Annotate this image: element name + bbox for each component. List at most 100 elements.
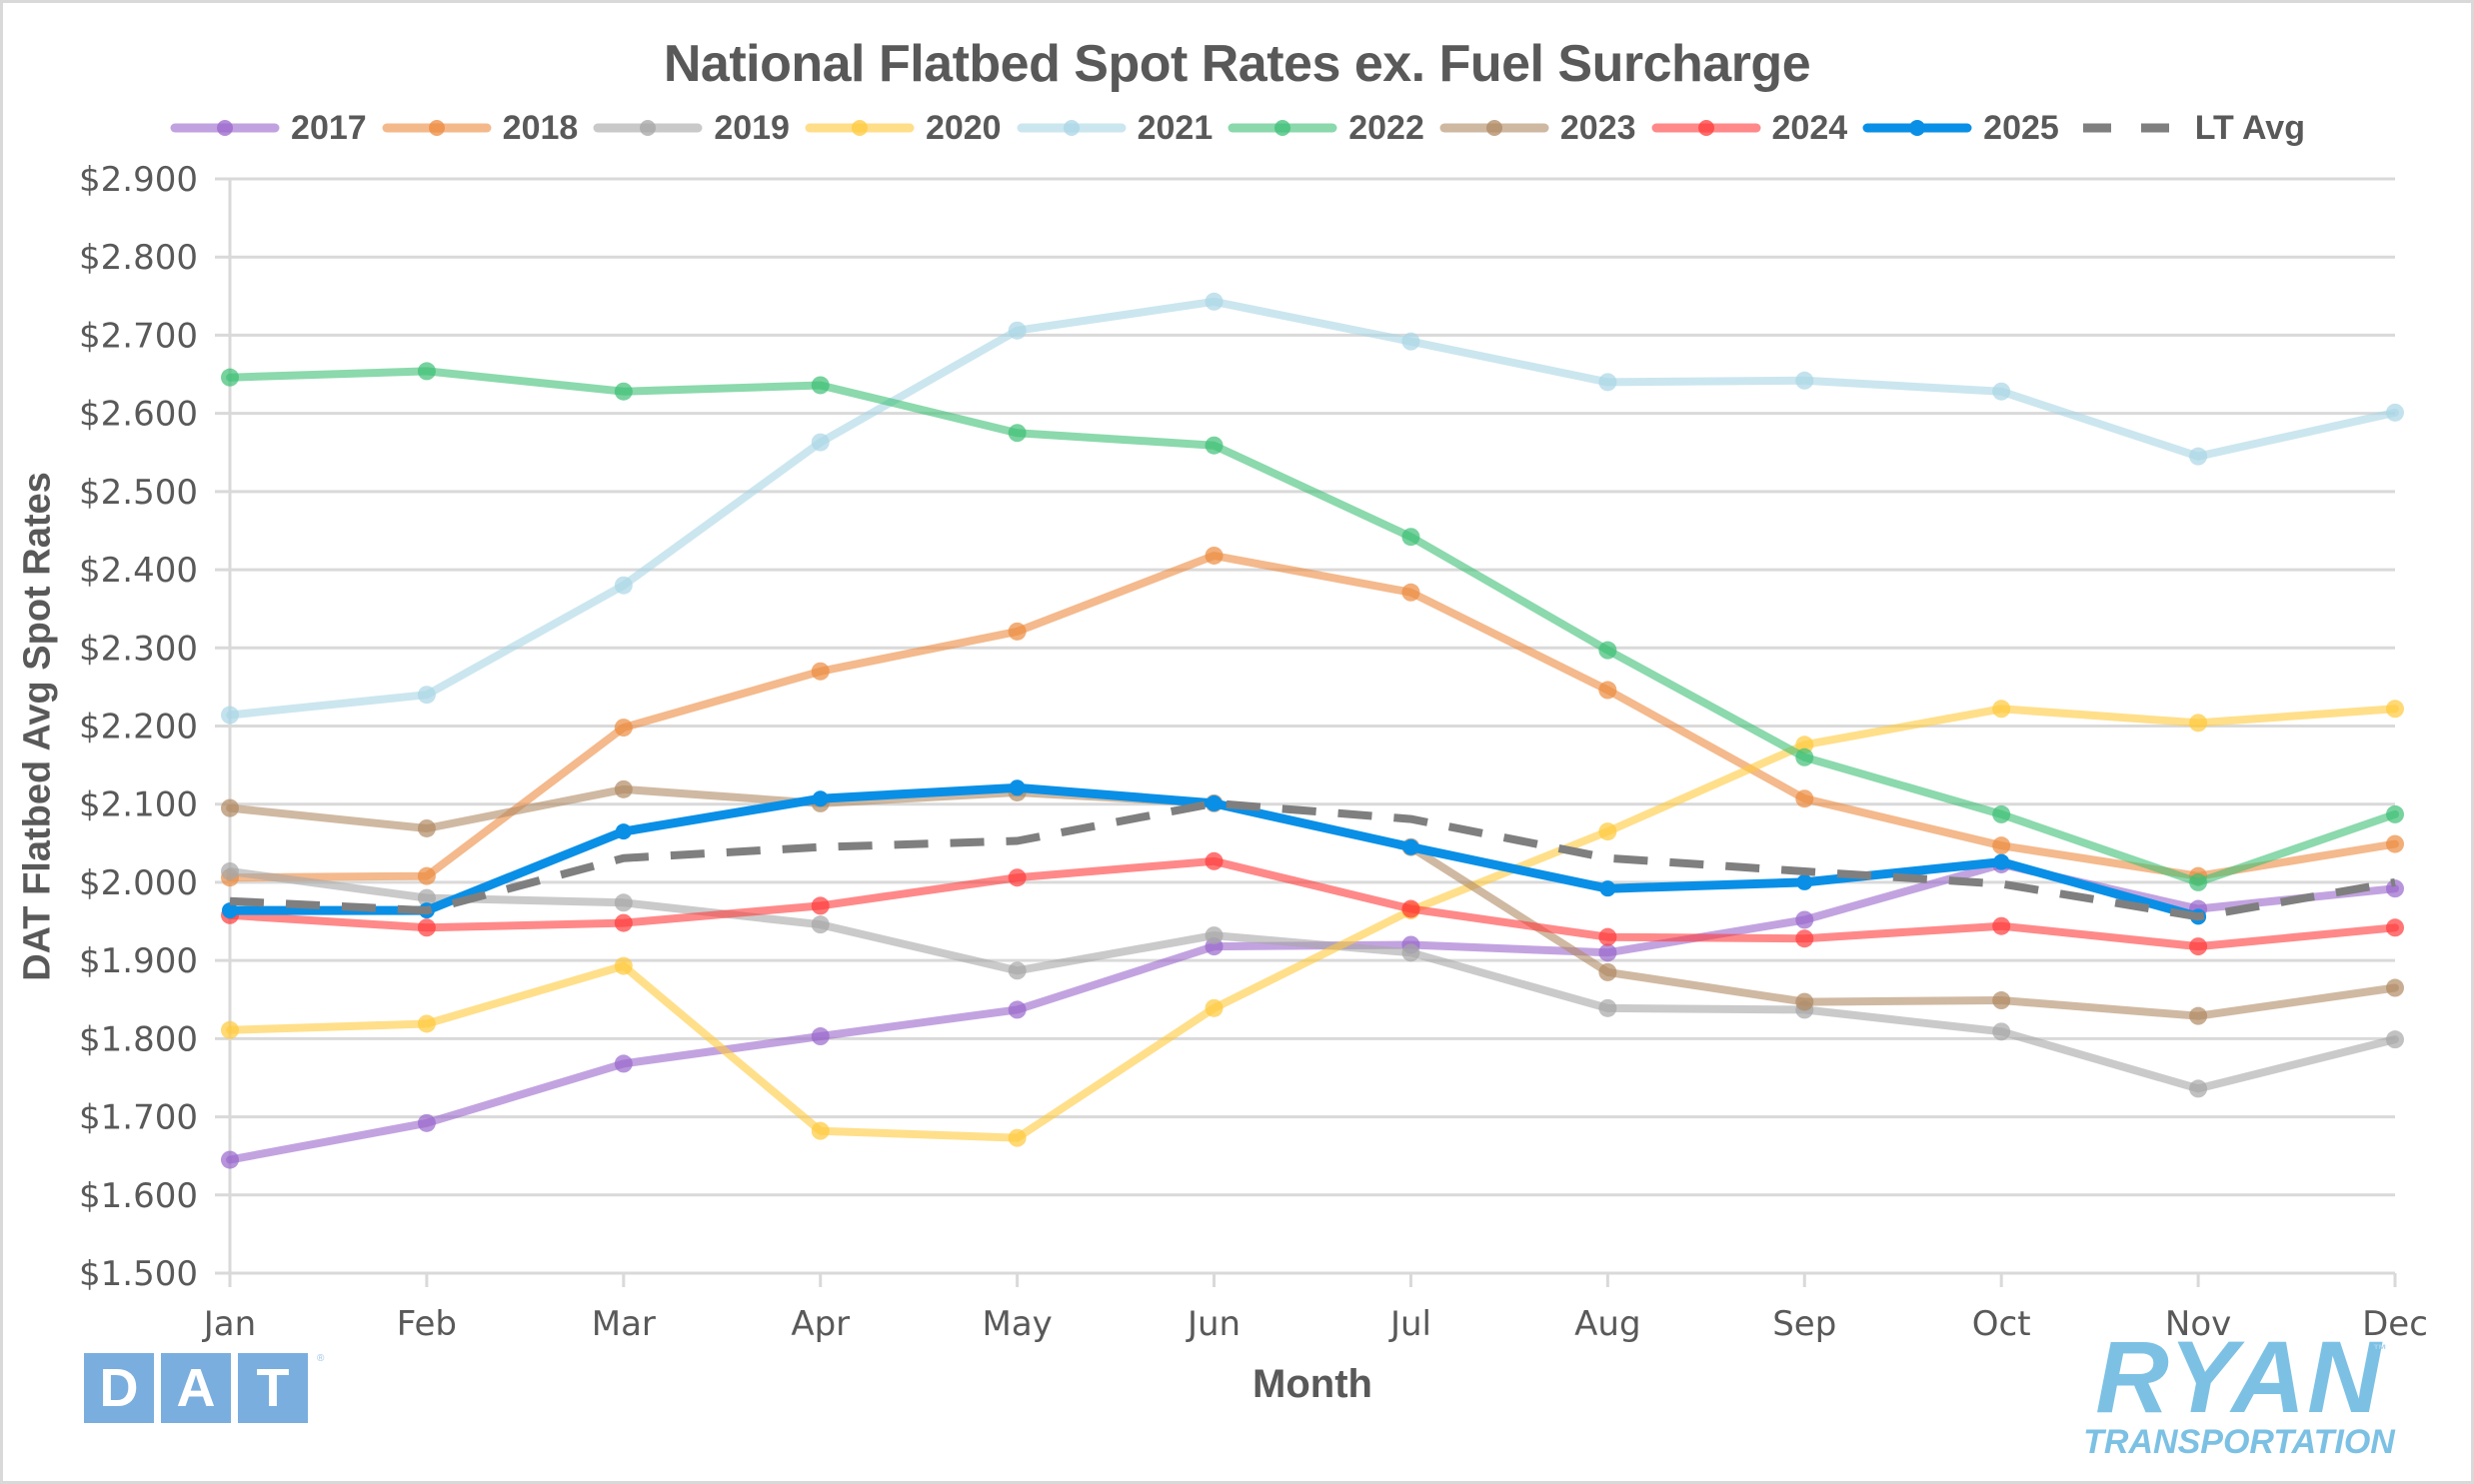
data-point <box>1008 1000 1027 1019</box>
data-point <box>1205 436 1224 455</box>
data-point <box>1598 962 1617 981</box>
legend-swatch <box>382 120 492 136</box>
y-tick-label: $2.900 <box>79 160 198 200</box>
legend-swatch <box>2082 123 2175 133</box>
x-tick-label: Apr <box>791 1304 850 1344</box>
data-point <box>2189 714 2208 733</box>
data-point <box>1795 992 1814 1011</box>
data-point <box>1598 641 1617 660</box>
data-point <box>614 893 633 912</box>
data-point <box>2386 879 2404 898</box>
data-point <box>417 362 436 381</box>
dat-logo-letter: T <box>238 1353 308 1423</box>
data-point <box>1009 779 1026 796</box>
data-point <box>1205 926 1224 945</box>
data-point <box>1598 373 1617 392</box>
y-tick-label: $1.900 <box>79 941 198 981</box>
x-tick-label: Feb <box>397 1304 457 1344</box>
data-point <box>1795 371 1814 390</box>
legend-item: 2020 <box>804 108 1002 148</box>
x-axis-label: Month <box>1252 1362 1372 1406</box>
data-point <box>811 896 830 915</box>
series-line <box>229 798 2396 921</box>
series-2019 <box>221 861 2404 1098</box>
data-point <box>614 956 633 975</box>
data-point <box>1992 916 2011 935</box>
data-point <box>417 686 436 705</box>
data-point <box>614 913 633 932</box>
data-point <box>1401 899 1420 918</box>
series-line <box>226 705 2399 1142</box>
legend-label: LT Avg <box>2194 108 2305 147</box>
data-point <box>1401 528 1420 547</box>
data-point <box>221 1020 239 1039</box>
legend-swatch <box>1651 120 1761 136</box>
legend-item: 2022 <box>1227 108 1424 148</box>
legend-item: LT Avg <box>2073 108 2305 148</box>
y-tick-label: $1.800 <box>79 1019 198 1059</box>
y-tick-label: $2.400 <box>79 551 198 591</box>
data-point <box>1993 853 2010 870</box>
x-tick-labels: Jan Feb Mar Apr May Jun Jul Aug Sep Oct Nov Dec <box>202 1304 2428 1344</box>
x-tick-label: Nov <box>2165 1304 2231 1344</box>
x-tick-label: Mar <box>592 1304 656 1344</box>
x-tick-label: May <box>982 1304 1052 1344</box>
data-point <box>1992 836 2011 855</box>
y-tick-label: $1.600 <box>79 1176 198 1216</box>
data-point <box>2189 1079 2208 1098</box>
data-point <box>614 1054 633 1073</box>
legend-marker <box>1063 120 1080 136</box>
data-point <box>1205 292 1224 311</box>
y-tick-label: $2.000 <box>79 863 198 903</box>
x-tick-label: Jul <box>1388 1304 1431 1344</box>
data-point <box>1008 1128 1027 1147</box>
data-point <box>221 368 239 387</box>
data-point <box>1598 681 1617 700</box>
data-point <box>1206 794 1223 811</box>
legend-item: 2023 <box>1438 108 1636 148</box>
registered-mark: ® <box>317 1353 325 1364</box>
data-point <box>221 706 239 725</box>
data-point <box>1992 700 2011 719</box>
x-tick-label: Jun <box>1186 1304 1240 1344</box>
data-point <box>811 1121 830 1140</box>
data-point <box>1598 927 1617 946</box>
data-point <box>811 662 830 681</box>
series-line <box>226 867 2399 1093</box>
series-line <box>226 552 2399 882</box>
data-point <box>1205 546 1224 565</box>
data-point <box>221 861 239 880</box>
axes <box>228 179 2397 1287</box>
y-tick-label: $2.100 <box>79 785 198 825</box>
data-point <box>1992 804 2011 823</box>
data-point <box>221 798 239 817</box>
legend-marker <box>1485 120 1502 136</box>
data-point <box>1402 838 1419 855</box>
data-point <box>1008 961 1027 980</box>
legend-label: 2019 <box>714 108 790 147</box>
series-2022 <box>221 362 2404 891</box>
y-tick-label: $2.600 <box>79 395 198 435</box>
legend-swatch <box>1862 120 1972 136</box>
series-line <box>226 297 2399 720</box>
series-2024 <box>221 851 2404 956</box>
x-tick-label: Aug <box>1574 1304 1640 1344</box>
series-lt-avg <box>229 798 2396 921</box>
legend-marker <box>640 120 657 136</box>
legend-label: 2017 <box>291 108 367 147</box>
legend-label: 2024 <box>1771 108 1848 147</box>
data-point <box>1598 943 1617 962</box>
series-line <box>226 367 2399 886</box>
legend-swatch <box>1439 120 1549 136</box>
data-point <box>2189 872 2208 891</box>
data-point <box>417 1113 436 1132</box>
y-tick-label: $2.200 <box>79 708 198 747</box>
series-line <box>226 856 2399 951</box>
data-point <box>2386 918 2404 937</box>
trademark-mark: ™ <box>2373 1341 2387 1357</box>
data-point <box>2386 403 2404 422</box>
data-point <box>417 1014 436 1033</box>
legend-label: 2023 <box>1559 108 1636 147</box>
data-point <box>614 382 633 401</box>
data-point <box>1795 789 1814 808</box>
